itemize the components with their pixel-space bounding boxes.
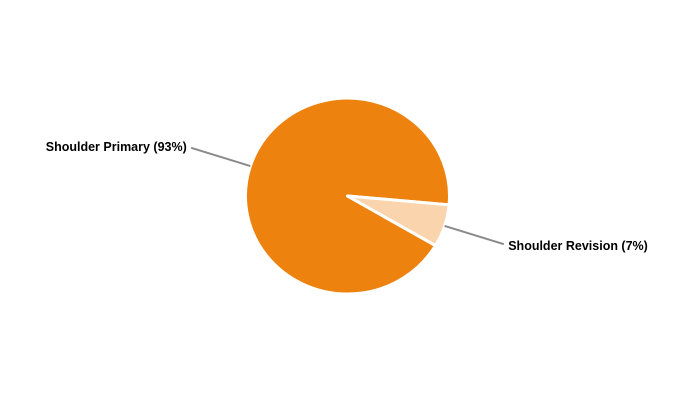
leader-lines-group — [190, 146, 505, 246]
slice-label-shoulder-primary: Shoulder Primary (93%) — [46, 140, 187, 154]
pie-slice-shoulder-revision[interactable] — [346, 194, 451, 248]
leader-line-shoulder-revision — [444, 225, 505, 246]
pie-slices-group — [244, 96, 451, 296]
slice-label-shoulder-revision: Shoulder Revision (7%) — [508, 239, 648, 253]
leader-line-shoulder-primary — [190, 146, 251, 167]
slice-labels-group: Shoulder Primary (93%) Shoulder Revision … — [46, 140, 648, 253]
